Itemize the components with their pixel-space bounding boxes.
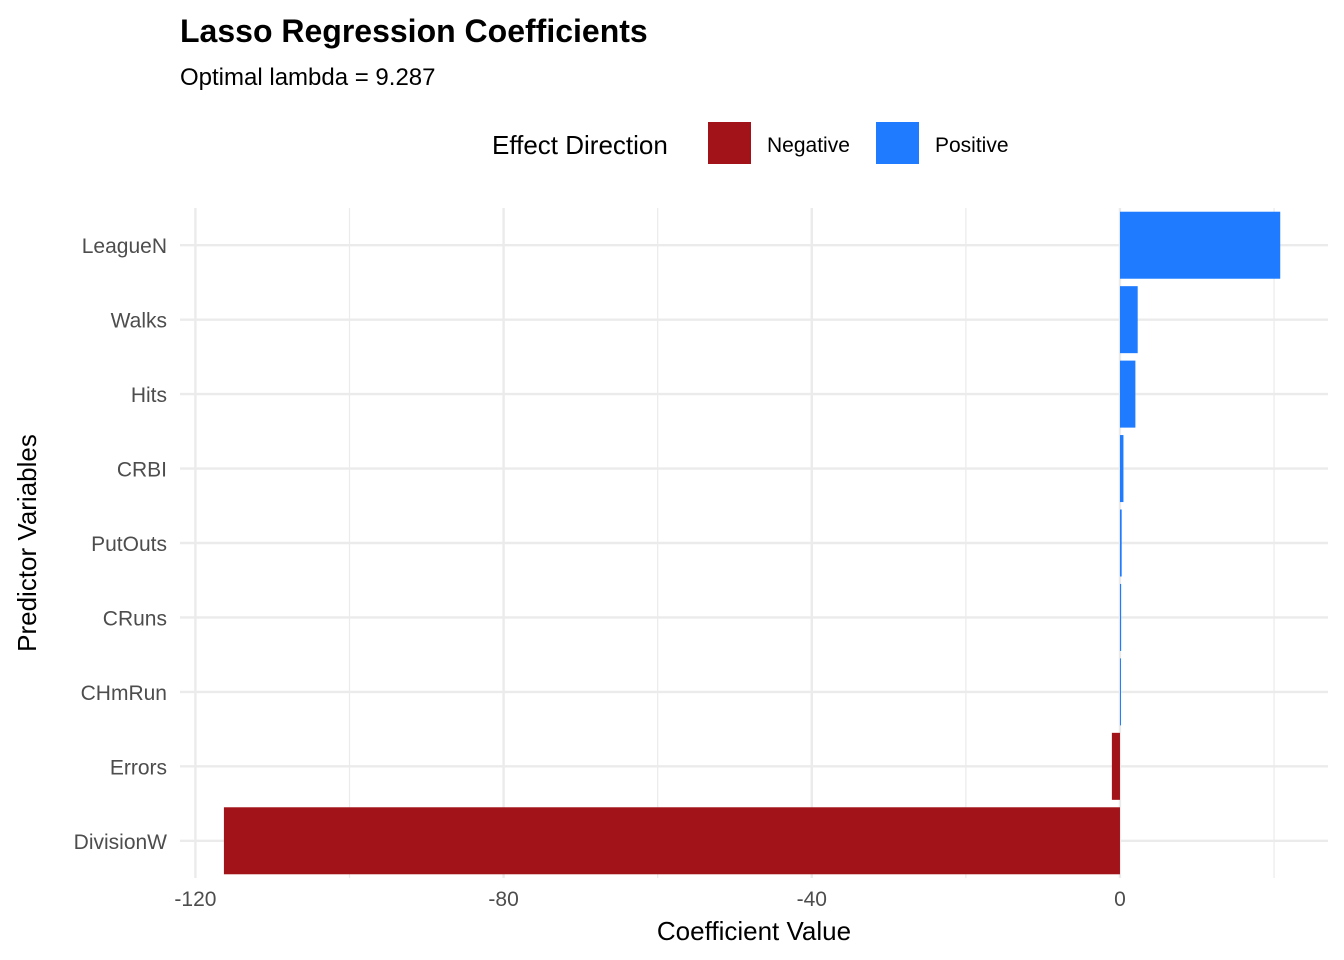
- y-tick-label: Hits: [131, 384, 167, 407]
- y-tick-label: CRuns: [103, 607, 167, 630]
- y-tick-label: LeagueN: [82, 235, 167, 258]
- bar-leaguen: [1119, 211, 1281, 279]
- y-tick-label: PutOuts: [91, 533, 167, 556]
- x-tick-label: -120: [174, 888, 216, 911]
- chart-subtitle: Optimal lambda = 9.287: [180, 64, 435, 91]
- bars: [223, 211, 1281, 875]
- y-tick-label: Walks: [111, 310, 167, 333]
- y-axis-title: Predictor Variables: [12, 434, 42, 652]
- bar-putouts: [1119, 509, 1122, 577]
- bar-crbi: [1119, 435, 1124, 503]
- legend-title: Effect Direction: [492, 130, 668, 160]
- y-tick-labels: LeagueN Walks Hits CRBI PutOuts CRuns CHmRun Er…: [74, 235, 168, 854]
- bar-cruns: [1119, 583, 1122, 651]
- bar-errors: [1111, 732, 1120, 800]
- y-tick-label: CRBI: [117, 459, 167, 482]
- legend-swatch-negative: [708, 122, 751, 164]
- legend-label-positive: Positive: [935, 134, 1009, 157]
- bar-hits: [1119, 360, 1136, 428]
- bar-divisionw: [223, 807, 1120, 875]
- y-tick-label: CHmRun: [81, 682, 167, 705]
- bar-chmrun: [1119, 658, 1121, 726]
- chart-title: Lasso Regression Coefficients: [180, 13, 648, 49]
- bar-walks: [1119, 286, 1138, 354]
- x-tick-label: -40: [797, 888, 827, 911]
- legend: Effect Direction Negative Positive: [492, 122, 1009, 164]
- x-tick-labels: -120 -80 -40 0: [174, 888, 1125, 911]
- legend-swatch-positive: [876, 122, 919, 164]
- y-tick-label: DivisionW: [74, 831, 168, 854]
- x-tick-label: 0: [1114, 888, 1126, 911]
- x-axis-title: Coefficient Value: [657, 916, 851, 946]
- grid: [180, 208, 1328, 878]
- legend-label-negative: Negative: [767, 134, 850, 157]
- x-tick-label: -80: [488, 888, 518, 911]
- y-tick-label: Errors: [110, 756, 167, 779]
